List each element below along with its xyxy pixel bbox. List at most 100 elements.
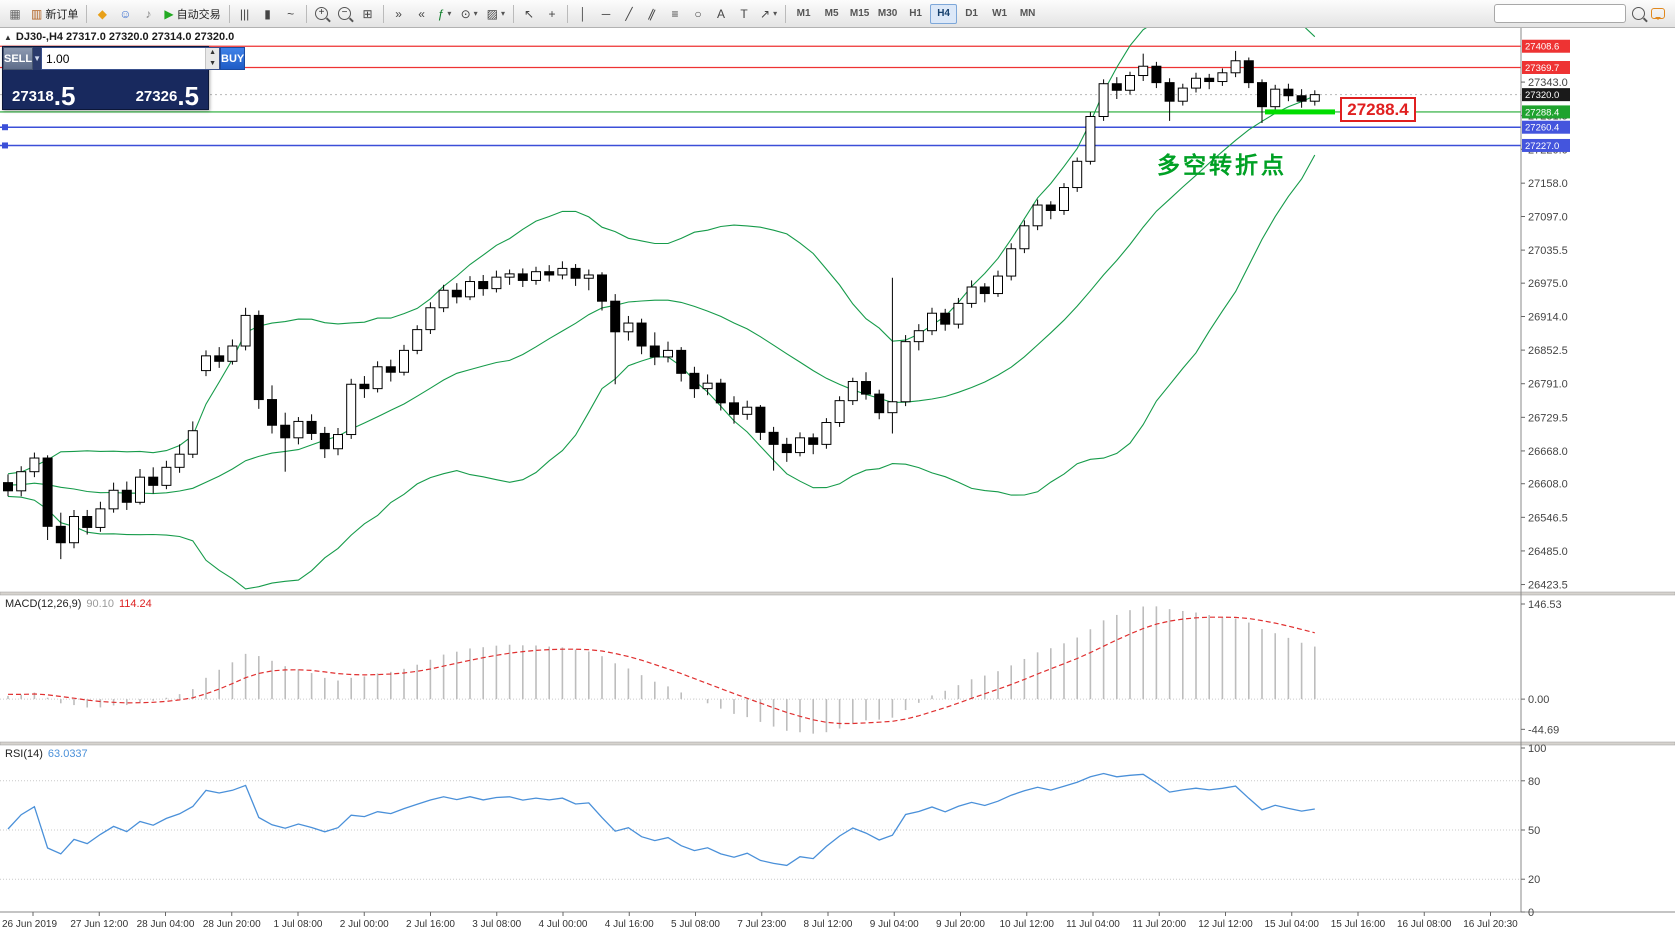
autotrading-button-label: 自动交易 xyxy=(176,8,221,21)
svg-text:10 Jul 12:00: 10 Jul 12:00 xyxy=(1000,919,1055,930)
one-click-collapse-icon[interactable]: ▲ xyxy=(4,32,12,42)
vertical-line-button[interactable]: │ xyxy=(572,3,594,25)
autotrading-button-icon: ▶ xyxy=(164,6,174,21)
message-icon[interactable] xyxy=(1651,8,1665,20)
templates-button[interactable]: ▨ ▾ xyxy=(483,3,509,25)
svg-text:7 Jul 23:00: 7 Jul 23:00 xyxy=(737,919,786,930)
trendline-button[interactable]: ╱ xyxy=(618,3,640,25)
zoom-in-button[interactable]: + xyxy=(311,3,333,25)
crosshair-button[interactable]: + xyxy=(541,3,563,25)
new-order-button[interactable]: ▥ 新订单 xyxy=(27,3,82,25)
volume-input[interactable] xyxy=(42,48,206,69)
svg-text:26914.0: 26914.0 xyxy=(1528,312,1568,324)
svg-text:0: 0 xyxy=(1528,907,1534,919)
autotrading-button[interactable]: ▶ 自动交易 xyxy=(160,3,224,25)
svg-text:27408.6: 27408.6 xyxy=(1525,42,1559,53)
periods-button[interactable]: ⊙ ▾ xyxy=(457,3,482,25)
toolbar-separator xyxy=(86,4,88,23)
axes[interactable]: 27343.027281.527220.027158.027097.027035… xyxy=(0,28,1675,930)
channel-button-icon: ∥ xyxy=(646,5,658,22)
timeframe-h1-button[interactable]: H1 xyxy=(909,8,922,19)
zoom-out-button[interactable]: − xyxy=(334,3,356,25)
periods-button-icon: ⊙ xyxy=(460,6,471,21)
metaeditor-button[interactable]: ◆ xyxy=(91,3,113,25)
timeframe-w1-button[interactable]: W1 xyxy=(992,8,1008,19)
sell-button[interactable]: SELL xyxy=(3,47,34,70)
svg-text:27343.0: 27343.0 xyxy=(1528,77,1568,89)
volume-increment-button[interactable]: ▲ xyxy=(206,48,220,59)
cursor-button-icon: ↖ xyxy=(523,6,535,21)
svg-text:27260.4: 27260.4 xyxy=(1525,123,1559,134)
volume-dropdown-button[interactable]: ▼ xyxy=(33,47,42,70)
text-label-button[interactable]: T xyxy=(733,3,755,25)
indicators-button[interactable]: ƒ ▾ xyxy=(434,3,456,25)
toolbar-separator xyxy=(513,4,515,23)
shapes-button[interactable]: ○ xyxy=(687,3,709,25)
horizontal-levels[interactable] xyxy=(0,45,1521,149)
toolbar-separator xyxy=(785,4,787,23)
svg-text:11 Jul 04:00: 11 Jul 04:00 xyxy=(1066,919,1120,930)
auto-scroll-button[interactable]: » xyxy=(388,3,410,25)
buy-button[interactable]: BUY xyxy=(220,47,246,70)
horizontal-line-button[interactable]: ─ xyxy=(595,3,617,25)
price-tag xyxy=(1522,88,1570,102)
svg-text:27097.0: 27097.0 xyxy=(1528,212,1568,224)
cursor-button[interactable]: ↖ xyxy=(518,3,540,25)
pane-separator[interactable] xyxy=(0,741,1675,746)
svg-text:26791.0: 26791.0 xyxy=(1528,379,1568,391)
tile-windows-button[interactable]: ⊞ xyxy=(357,3,379,25)
search-icon[interactable] xyxy=(1632,7,1645,20)
search-input[interactable] xyxy=(1494,4,1626,23)
svg-text:100: 100 xyxy=(1528,743,1546,755)
candles xyxy=(3,50,1320,560)
timeframe-d1-button[interactable]: D1 xyxy=(965,8,978,19)
text-button[interactable]: A xyxy=(710,3,732,25)
price-tag xyxy=(1522,105,1570,119)
templates-button-icon: ▨ xyxy=(486,6,498,21)
svg-text:26546.5: 26546.5 xyxy=(1528,512,1568,524)
toolbar: ▦ ▥ 新订单 ◆ ☺ ♪ ▶ 自动交易 ||| ▮ ~ + − ⊞» «ƒ ▾ ⊙ ▾ ▨ ▾ ↖ + │ ─ ╱ ∥ ≡ ○ A T ↗… xyxy=(0,0,1675,28)
timeframe-m30-button[interactable]: M30 xyxy=(877,8,898,19)
svg-text:28 Jun 20:00: 28 Jun 20:00 xyxy=(203,919,261,930)
timeframe-mn-button[interactable]: MN xyxy=(1019,8,1036,19)
timeframe-m5-button[interactable]: M5 xyxy=(824,8,839,19)
timeframe-m1-button[interactable]: M1 xyxy=(796,8,811,19)
price-tag xyxy=(1522,60,1570,74)
bar-chart-button[interactable]: ||| xyxy=(234,3,256,25)
chart-shift-button[interactable]: « xyxy=(411,3,433,25)
candlestick-button[interactable]: ▮ xyxy=(257,3,279,25)
bid-ask-prices: 27318 .5 27326 .5 xyxy=(3,70,208,109)
vertical-line-button-icon: │ xyxy=(579,6,587,21)
svg-text:26975.0: 26975.0 xyxy=(1528,278,1568,290)
bollinger-bands xyxy=(7,28,1316,590)
timeframe-h4-button[interactable]: H4 xyxy=(930,3,958,24)
toolbar-separator xyxy=(305,4,307,23)
price-tag xyxy=(1522,138,1570,152)
volume-decrement-button[interactable]: ▼ xyxy=(206,58,220,69)
channel-button[interactable]: ∥ xyxy=(641,3,663,25)
new-chart-button[interactable]: ▦ xyxy=(4,3,26,25)
svg-text:2 Jul 16:00: 2 Jul 16:00 xyxy=(406,919,455,930)
svg-text:26729.5: 26729.5 xyxy=(1528,412,1568,424)
fibonacci-button[interactable]: ≡ xyxy=(664,3,686,25)
svg-text:9 Jul 04:00: 9 Jul 04:00 xyxy=(870,919,919,930)
svg-text:3 Jul 08:00: 3 Jul 08:00 xyxy=(472,919,521,930)
price-tag xyxy=(1522,120,1570,134)
pane-separator[interactable] xyxy=(0,591,1675,596)
timeframe-m15-button[interactable]: M15 xyxy=(849,8,870,19)
signals-button[interactable]: ♪ xyxy=(137,3,159,25)
toolbar-right xyxy=(1494,4,1671,23)
metaeditor-button-icon: ◆ xyxy=(97,6,107,21)
market-button[interactable]: ☺ xyxy=(114,3,136,25)
svg-text:0.00: 0.00 xyxy=(1528,694,1549,706)
svg-text:80: 80 xyxy=(1528,776,1540,788)
line-chart-button[interactable]: ~ xyxy=(280,3,302,25)
svg-text:26423.5: 26423.5 xyxy=(1528,580,1568,592)
toolbar-buttons: ▦ ▥ 新订单 ◆ ☺ ♪ ▶ 自动交易 ||| ▮ ~ + − ⊞» «ƒ ▾ ⊙ ▾ ▨ ▾ ↖ + │ ─ ╱ ∥ ≡ ○ A T ↗… xyxy=(4,3,1041,25)
new-order-button-label: 新订单 xyxy=(45,8,79,21)
buy-price: 27326 .5 xyxy=(135,81,199,111)
zoom-out-button-icon: − xyxy=(338,7,352,20)
arrows-button[interactable]: ↗ ▾ xyxy=(756,3,781,25)
svg-text:27288.4: 27288.4 xyxy=(1525,107,1559,118)
